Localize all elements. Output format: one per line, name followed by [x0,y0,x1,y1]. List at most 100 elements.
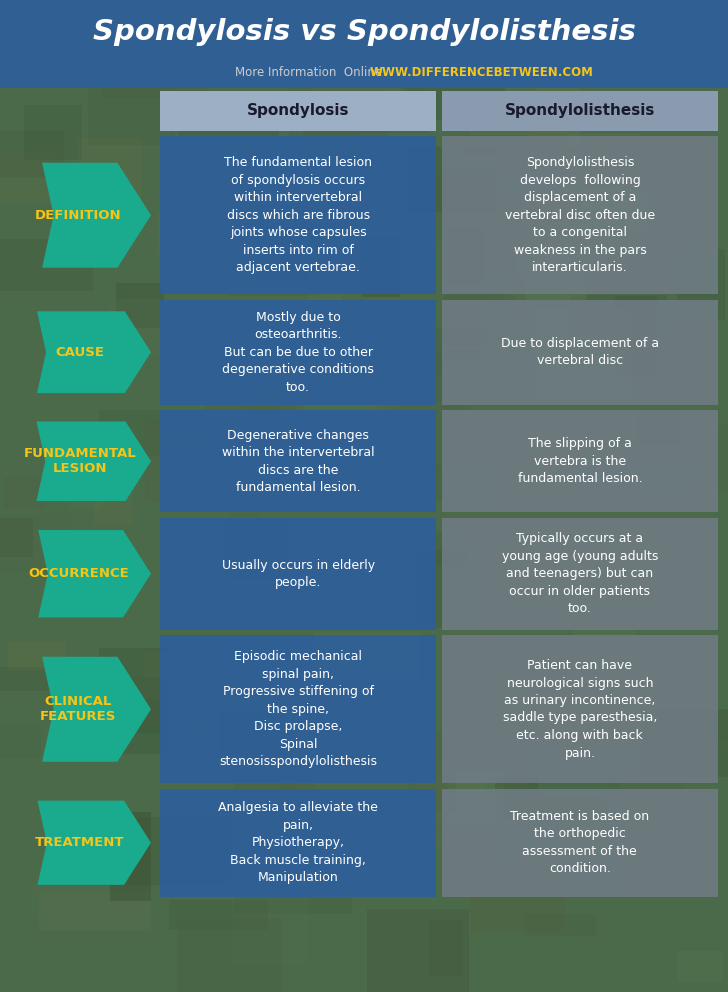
FancyBboxPatch shape [69,450,102,509]
FancyBboxPatch shape [470,116,581,148]
FancyBboxPatch shape [192,266,263,290]
FancyBboxPatch shape [615,296,657,375]
FancyBboxPatch shape [309,261,342,309]
FancyBboxPatch shape [4,476,44,509]
FancyBboxPatch shape [107,299,161,356]
Text: TREATMENT: TREATMENT [35,836,124,849]
FancyBboxPatch shape [218,223,250,270]
FancyBboxPatch shape [581,188,646,254]
FancyBboxPatch shape [184,677,237,700]
Text: Due to displacement of a
vertebral disc: Due to displacement of a vertebral disc [501,337,659,367]
FancyBboxPatch shape [470,859,565,933]
Text: Treatment is based on
the orthopedic
assessment of the
condition.: Treatment is based on the orthopedic ass… [510,810,649,876]
FancyBboxPatch shape [677,950,724,982]
FancyBboxPatch shape [160,789,436,897]
FancyBboxPatch shape [0,725,41,758]
FancyBboxPatch shape [111,812,151,901]
FancyBboxPatch shape [430,921,462,976]
FancyBboxPatch shape [442,136,718,295]
FancyBboxPatch shape [421,463,496,501]
Polygon shape [38,530,151,617]
Polygon shape [42,657,151,762]
FancyBboxPatch shape [408,731,456,812]
FancyBboxPatch shape [169,901,267,930]
FancyBboxPatch shape [405,84,505,120]
Polygon shape [38,801,151,885]
Text: Usually occurs in elderly
people.: Usually occurs in elderly people. [221,558,375,589]
FancyBboxPatch shape [590,230,650,255]
FancyBboxPatch shape [116,283,164,328]
FancyBboxPatch shape [602,764,684,828]
FancyBboxPatch shape [442,789,718,897]
FancyBboxPatch shape [229,249,322,297]
Text: FUNDAMENTAL
LESION: FUNDAMENTAL LESION [23,447,136,475]
FancyBboxPatch shape [39,892,151,930]
FancyBboxPatch shape [0,518,33,557]
FancyBboxPatch shape [300,342,342,372]
FancyBboxPatch shape [534,678,636,747]
FancyBboxPatch shape [636,410,680,443]
FancyBboxPatch shape [444,276,526,362]
FancyBboxPatch shape [160,136,436,295]
FancyBboxPatch shape [0,514,72,572]
Text: Mostly due to
osteoarthritis.
But can be due to other
degenerative conditions
to: Mostly due to osteoarthritis. But can be… [222,310,374,394]
FancyBboxPatch shape [336,344,415,393]
FancyBboxPatch shape [443,296,486,346]
FancyBboxPatch shape [0,0,728,88]
FancyBboxPatch shape [87,85,175,145]
Text: Spondylolisthesis: Spondylolisthesis [505,103,655,118]
FancyBboxPatch shape [377,405,467,472]
FancyBboxPatch shape [534,308,630,398]
FancyBboxPatch shape [190,697,306,748]
FancyBboxPatch shape [94,437,132,526]
FancyBboxPatch shape [269,541,362,619]
FancyBboxPatch shape [573,589,636,647]
FancyBboxPatch shape [416,766,486,847]
FancyBboxPatch shape [508,170,604,197]
FancyBboxPatch shape [523,914,596,936]
FancyBboxPatch shape [331,72,428,133]
FancyBboxPatch shape [127,816,229,885]
FancyBboxPatch shape [0,151,55,203]
FancyBboxPatch shape [313,316,352,363]
FancyBboxPatch shape [102,69,207,98]
Text: Typically occurs at a
young age (young adults
and teenagers) but can
occur in ol: Typically occurs at a young age (young a… [502,533,658,615]
FancyBboxPatch shape [178,122,280,151]
FancyBboxPatch shape [314,633,419,680]
Polygon shape [37,311,151,393]
FancyBboxPatch shape [384,816,475,838]
FancyBboxPatch shape [598,527,654,568]
FancyBboxPatch shape [442,300,718,405]
FancyBboxPatch shape [506,252,586,328]
FancyBboxPatch shape [289,79,388,157]
FancyBboxPatch shape [143,2,192,58]
FancyBboxPatch shape [535,48,579,133]
FancyBboxPatch shape [454,724,541,771]
FancyBboxPatch shape [641,709,728,777]
Text: WWW.DIFFERENCEBETWEEN.COM: WWW.DIFFERENCEBETWEEN.COM [370,65,594,78]
FancyBboxPatch shape [518,357,636,392]
Text: The fundamental lesion
of spondylosis occurs
within intervertebral
discs which a: The fundamental lesion of spondylosis oc… [224,157,372,274]
FancyBboxPatch shape [145,652,215,678]
FancyBboxPatch shape [677,249,725,319]
FancyBboxPatch shape [245,375,281,423]
FancyBboxPatch shape [157,212,242,254]
FancyBboxPatch shape [160,411,436,512]
FancyBboxPatch shape [167,711,238,767]
FancyBboxPatch shape [45,8,134,58]
Polygon shape [36,422,151,501]
Text: CLINICAL
FEATURES: CLINICAL FEATURES [40,695,116,723]
FancyBboxPatch shape [215,710,285,764]
FancyBboxPatch shape [628,94,718,117]
FancyBboxPatch shape [634,729,700,766]
FancyBboxPatch shape [419,170,496,241]
FancyBboxPatch shape [234,879,352,914]
FancyBboxPatch shape [225,518,288,578]
FancyBboxPatch shape [99,410,214,456]
FancyBboxPatch shape [311,45,400,108]
FancyBboxPatch shape [234,771,295,857]
FancyBboxPatch shape [582,461,695,484]
FancyBboxPatch shape [248,430,296,471]
Text: Spondylosis: Spondylosis [247,103,349,118]
Text: CAUSE: CAUSE [55,346,104,359]
